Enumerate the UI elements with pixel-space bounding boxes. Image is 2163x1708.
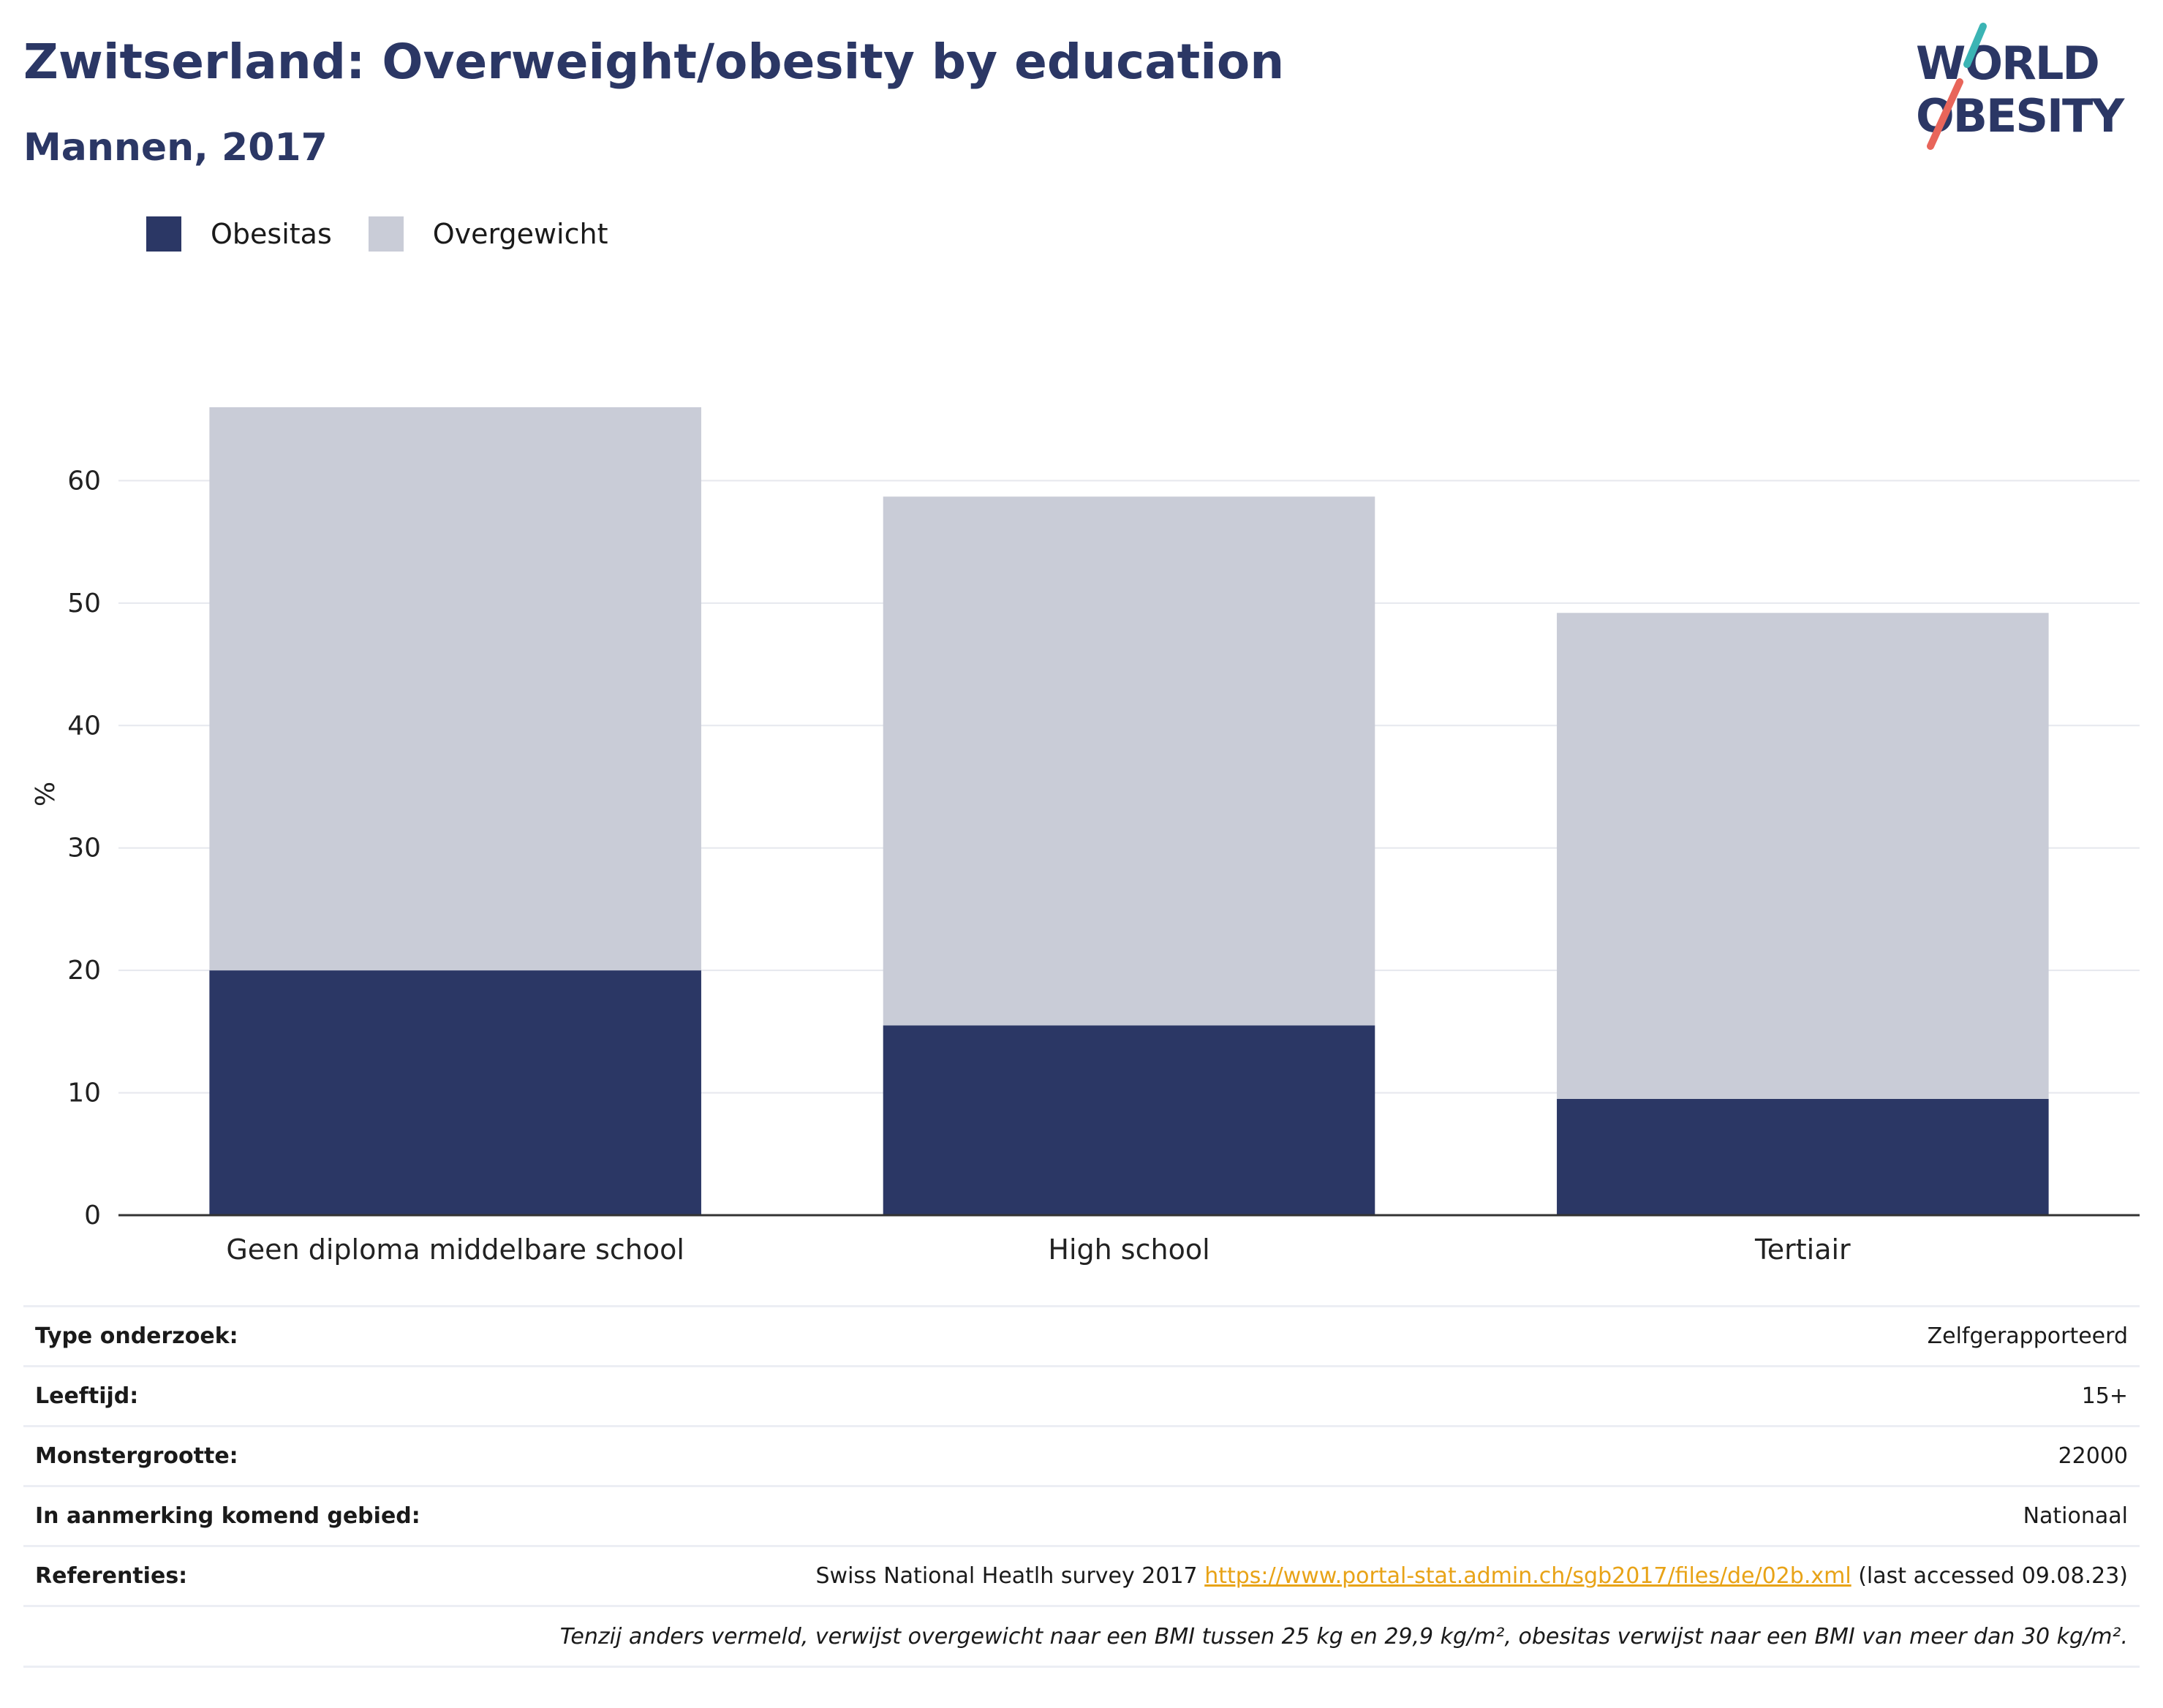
legend-swatch-overgewicht	[368, 216, 404, 252]
info-key: In aanmerking komend gebied:	[35, 1503, 420, 1529]
x-category-label: Tertiair	[1754, 1233, 1851, 1266]
info-row-references: Referenties: Swiss National Heatlh surve…	[23, 1545, 2140, 1605]
info-key: Type onderzoek:	[35, 1323, 238, 1349]
bar-obesitas-1	[209, 970, 701, 1215]
logo-teal-slash	[1963, 23, 1987, 68]
chart-title: Zwitserland: Overweight/obesity by educa…	[23, 34, 1285, 90]
y-tick-label: 20	[67, 956, 101, 986]
info-value: 15+	[2081, 1383, 2128, 1409]
footnote: Tenzij anders vermeld, verwijst overgewi…	[559, 1623, 2128, 1650]
legend-label-obesitas: Obesitas	[211, 218, 332, 250]
info-value: Swiss National Heatlh survey 2017 https:…	[816, 1563, 2128, 1589]
bar-obesitas-3	[1557, 1098, 2049, 1215]
bar-obesitas-2	[883, 1025, 1375, 1215]
reference-link[interactable]: https://www.portal-stat.admin.ch/sgb2017…	[1204, 1563, 1851, 1589]
y-axis-label: %	[31, 782, 61, 806]
legend-swatch-obesitas	[146, 216, 181, 252]
info-row-note: Tenzij anders vermeld, verwijst overgewi…	[23, 1605, 2140, 1668]
bar-overgewicht-2	[883, 496, 1375, 1026]
info-key: Monstergrootte:	[35, 1443, 238, 1469]
info-value: 22000	[2058, 1443, 2128, 1469]
y-tick-label: 50	[67, 589, 101, 619]
info-row-sample-size: Monstergrootte: 22000	[23, 1425, 2140, 1485]
y-tick-label: 30	[67, 834, 101, 864]
info-value: Zelfgerapporteerd	[1927, 1323, 2128, 1349]
y-tick-label: 0	[84, 1201, 101, 1231]
y-tick-label: 40	[67, 711, 101, 741]
reference-suffix: (last accessed 09.08.23)	[1858, 1563, 2128, 1589]
info-row-area: In aanmerking komend gebied: Nationaal	[23, 1485, 2140, 1545]
logo-line1: WORLD	[1916, 37, 2099, 90]
y-tick-label: 10	[67, 1078, 101, 1108]
bar-overgewicht-1	[209, 407, 701, 971]
info-table: Type onderzoek: Zelfgerapporteerd Leefti…	[23, 1305, 2140, 1668]
legend: Obesitas Overgewicht	[146, 216, 645, 252]
x-category-label: Geen diploma middelbare school	[226, 1233, 684, 1266]
bar-chart: 0 10 20 30 40 50 60% Geen diploma middelbare sc…	[31, 407, 2140, 1266]
info-row-age: Leeftijd: 15+	[23, 1365, 2140, 1425]
legend-item-overgewicht[interactable]: Overgewicht	[368, 216, 608, 252]
logo-red-slash	[1927, 78, 1963, 150]
legend-label-overgewicht: Overgewicht	[432, 218, 608, 250]
info-row-survey-type: Type onderzoek: Zelfgerapporteerd	[23, 1305, 2140, 1365]
y-tick-label: 60	[67, 466, 101, 496]
bar-overgewicht-3	[1557, 613, 2049, 1099]
chart-subtitle: Mannen, 2017	[23, 126, 328, 170]
info-key: Leeftijd:	[35, 1383, 139, 1409]
legend-item-obesitas[interactable]: Obesitas	[146, 216, 332, 252]
info-key: Referenties:	[35, 1563, 188, 1589]
world-obesity-logo: WORLD OBESITY	[1916, 23, 2126, 150]
reference-text: Swiss National Heatlh survey 2017	[815, 1563, 1198, 1589]
x-category-label: High school	[1048, 1233, 1209, 1266]
info-value: Nationaal	[2023, 1503, 2128, 1529]
